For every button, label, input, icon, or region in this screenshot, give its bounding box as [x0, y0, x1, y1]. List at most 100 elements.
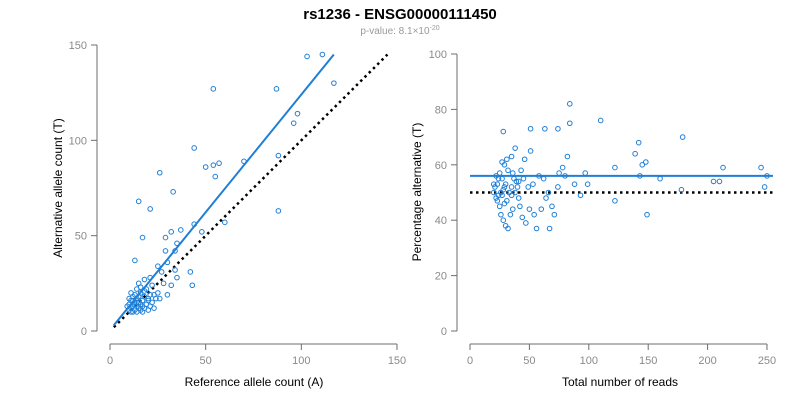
right-data-point	[543, 195, 549, 201]
left-data-point	[137, 284, 144, 290]
right-data-point	[716, 178, 723, 185]
right-data-point	[612, 198, 618, 204]
left-data-point	[170, 189, 176, 195]
left-y-tick-label: 100	[69, 135, 87, 147]
right-data-point	[515, 195, 522, 201]
right-data-point	[500, 186, 507, 193]
right-data-point	[538, 206, 545, 212]
right-data-point	[490, 189, 497, 196]
right-x-tick-label: 200	[698, 355, 716, 367]
right-data-point	[612, 164, 618, 171]
left-data-point	[290, 120, 297, 126]
right-data-point	[542, 125, 548, 132]
right-data-point	[515, 178, 522, 185]
right-data-point	[644, 211, 650, 218]
left-points	[124, 51, 337, 315]
right-y-tick-label: 0	[441, 326, 447, 338]
left-y-axis-label: Alternative allele count (T)	[51, 118, 65, 257]
right-y-tick-label: 40	[435, 215, 447, 227]
p-value-label: p-value: 8.1×10	[360, 26, 430, 37]
right-axes: 0 50 100 150 200 250 0 20 40 60 80 100	[429, 49, 777, 367]
left-data-point	[210, 86, 217, 92]
right-data-point	[566, 101, 573, 107]
left-data-point	[139, 297, 146, 304]
right-data-point	[501, 200, 508, 207]
right-data-point	[678, 186, 685, 193]
right-x-tick-label: 50	[523, 355, 535, 367]
right-data-point	[517, 203, 523, 210]
left-data-point	[275, 152, 282, 159]
left-data-point	[155, 263, 161, 269]
right-data-point	[494, 198, 501, 204]
right-data-point	[710, 178, 717, 185]
right-data-point	[501, 184, 508, 190]
left-reference-line	[112, 53, 389, 329]
left-data-point	[294, 110, 301, 117]
right-x-axis-label: Total number of reads	[562, 375, 678, 389]
left-x-tick-label: 0	[107, 355, 113, 367]
left-y-tick-label: 50	[75, 231, 87, 243]
left-data-point	[199, 229, 205, 235]
right-data-point	[508, 153, 515, 160]
right-data-point	[523, 220, 529, 226]
right-data-point	[525, 184, 532, 190]
left-axes: 0 50 100 150 0 50 100 150	[69, 40, 407, 367]
right-data-point	[526, 206, 533, 212]
right-y-tick-label: 100	[429, 49, 447, 61]
right-y-axis-label: Percentage alternative (T)	[410, 123, 424, 262]
right-x-tick-label: 0	[467, 355, 473, 367]
chart-subtitle: p-value: 8.1×10-20	[360, 25, 439, 37]
left-data-point	[132, 291, 138, 298]
right-data-point	[527, 125, 534, 132]
left-data-point	[189, 282, 196, 289]
left-data-point	[331, 80, 337, 86]
right-data-point	[520, 175, 527, 182]
right-y-tick-label: 20	[435, 271, 447, 283]
right-data-point	[566, 120, 573, 127]
right-data-point	[508, 184, 515, 190]
right-data-point	[521, 156, 528, 163]
left-data-point	[168, 229, 175, 235]
right-data-point	[508, 192, 515, 199]
right-data-point	[546, 225, 553, 232]
left-data-point	[135, 198, 142, 205]
right-data-point	[679, 134, 686, 140]
right-data-point	[504, 156, 510, 163]
left-data-point	[147, 206, 153, 212]
left-data-point	[174, 274, 180, 281]
left-data-point	[164, 291, 171, 298]
right-data-point	[577, 192, 584, 199]
right-data-point	[643, 159, 649, 165]
left-x-tick-label: 100	[292, 355, 310, 367]
right-data-point	[498, 211, 504, 218]
left-data-point	[202, 164, 209, 170]
chart-title: rs1236 - ENSG00000111450	[303, 6, 497, 23]
right-y-tick-label: 60	[435, 160, 447, 172]
right-data-point	[494, 181, 501, 187]
right-data-point	[632, 150, 638, 157]
right-data-point	[507, 211, 514, 218]
left-data-point	[149, 282, 155, 289]
right-data-point	[500, 217, 507, 223]
right-x-tick-label: 150	[639, 355, 657, 367]
left-data-point	[191, 145, 197, 151]
left-x-tick-label: 50	[200, 355, 212, 367]
right-data-point	[519, 214, 526, 221]
right-data-point	[531, 211, 537, 218]
left-data-point	[172, 267, 178, 273]
left-data-point	[141, 276, 148, 283]
p-value-exponent: -20	[430, 25, 440, 32]
left-data-point	[153, 295, 159, 302]
right-data-point	[490, 181, 497, 187]
left-data-point	[128, 309, 134, 315]
left-data-point	[319, 51, 326, 58]
right-data-point	[597, 117, 604, 124]
left-data-point	[162, 234, 169, 241]
right-data-point	[758, 164, 764, 171]
left-y-tick-label: 0	[81, 326, 87, 338]
right-data-point	[499, 159, 505, 165]
panel-left: 0 50 100 150 0 50 100 150 Reference allele coun…	[51, 40, 406, 389]
right-data-point	[540, 175, 547, 182]
left-data-point	[304, 53, 310, 60]
